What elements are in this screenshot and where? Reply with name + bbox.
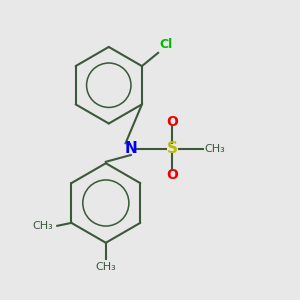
Text: CH₃: CH₃ [32, 221, 53, 231]
Text: N: N [124, 141, 137, 156]
Text: CH₃: CH₃ [205, 143, 225, 154]
Text: CH₃: CH₃ [95, 262, 116, 272]
Text: O: O [166, 115, 178, 129]
Text: O: O [166, 168, 178, 182]
Text: Cl: Cl [160, 38, 173, 51]
Text: S: S [167, 141, 178, 156]
